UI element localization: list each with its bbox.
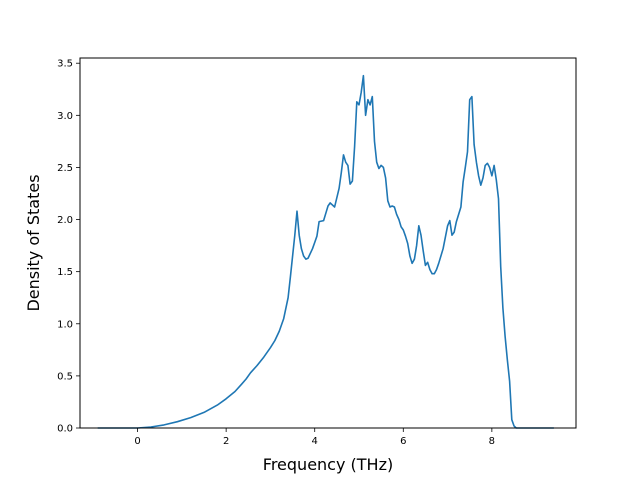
y-axis-label: Density of States	[24, 174, 43, 311]
y-tick-label: 1.0	[57, 319, 73, 330]
y-tick-label: 1.5	[57, 267, 73, 278]
curve-layer	[97, 74, 554, 429]
y-tick-label: 0.5	[57, 371, 73, 382]
x-axis-label: Frequency (THz)	[263, 455, 393, 474]
y-tick-label: 2.5	[57, 163, 73, 174]
dos-curve-0	[97, 74, 554, 429]
plot-frame	[79, 57, 577, 429]
y-tick-label: 2.0	[57, 215, 73, 226]
x-tick-label: 0	[134, 436, 140, 447]
ticks-layer: 0 2 4 6 8 0.0 0.5 1.0 1.5 2.0 2.5 3.0 3.5	[57, 59, 495, 447]
x-tick-label: 6	[400, 436, 406, 447]
y-tick-label: 3.5	[57, 59, 73, 70]
x-tick-label: 2	[223, 436, 229, 447]
y-tick-label: 0.0	[57, 424, 73, 435]
x-tick-label: 4	[312, 436, 318, 447]
x-tick-label: 8	[489, 436, 495, 447]
y-tick-label: 3.0	[57, 111, 73, 122]
